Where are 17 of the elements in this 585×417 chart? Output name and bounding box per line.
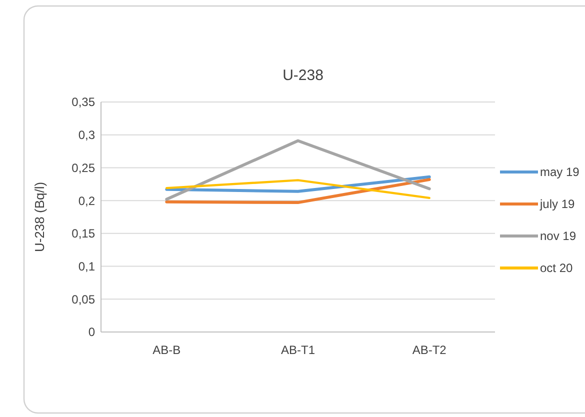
x-tick-label: AB-T1 — [280, 343, 316, 357]
y-tick-label: 0 — [88, 325, 96, 340]
y-tick-label: 0,1 — [78, 259, 96, 274]
y-tick-label: 0,15 — [72, 226, 96, 241]
x-tick-label: AB-T2 — [412, 343, 447, 357]
y-tick-label: 0,35 — [72, 95, 96, 110]
chart-title: U-238 — [282, 67, 324, 84]
legend-label: oct 20 — [540, 261, 574, 276]
x-tick-label: AB-B — [152, 343, 181, 357]
y-tick-label: 0,25 — [72, 160, 96, 175]
legend-label: july 19 — [539, 197, 576, 212]
legend-label: nov 19 — [540, 229, 576, 244]
y-tick-label: 0,3 — [78, 128, 96, 142]
y-tick-label: 0,05 — [72, 292, 96, 306]
y-tick-label: 0,2 — [78, 194, 96, 208]
legend-label: may 19 — [540, 165, 580, 180]
y-axis-title: U-238 (Bq/l) — [32, 182, 47, 252]
